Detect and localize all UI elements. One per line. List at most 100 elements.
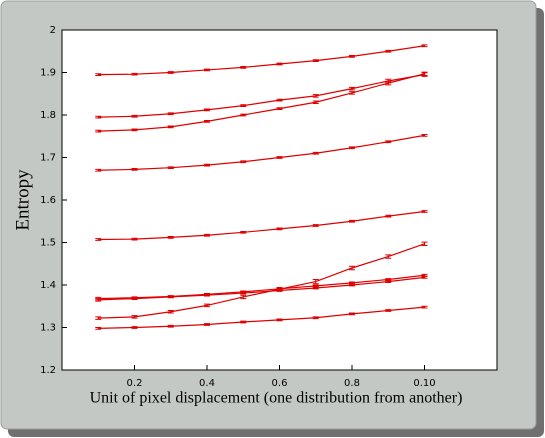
error-bar — [95, 73, 102, 76]
error-bar — [385, 80, 392, 86]
error-bar — [167, 236, 174, 239]
x-tick-label: 0.2 — [127, 378, 143, 389]
error-bar — [240, 230, 247, 234]
error-bar — [312, 100, 319, 105]
error-bar — [312, 224, 319, 227]
y-axis-label: Entropy — [12, 169, 33, 231]
y-tick-label: 1.2 — [40, 365, 56, 376]
series-line — [98, 74, 425, 118]
error-bar — [167, 324, 174, 328]
error-bar — [276, 227, 283, 231]
series-line — [98, 243, 425, 319]
error-bar — [276, 289, 283, 292]
error-bar — [421, 44, 428, 48]
error-bar — [349, 146, 355, 150]
error-bar — [421, 241, 428, 246]
error-bar — [167, 166, 174, 170]
x-tick-label: 0.8 — [344, 378, 360, 389]
error-bar — [312, 59, 319, 62]
error-bar — [240, 320, 247, 324]
error-bar — [240, 66, 247, 69]
y-tick-label: 1.6 — [40, 195, 56, 206]
error-bar — [95, 316, 102, 320]
y-tick-label: 2 — [50, 25, 56, 36]
error-bar — [131, 297, 138, 300]
error-bar — [385, 280, 392, 283]
error-bar — [204, 120, 210, 123]
x-tick-label: 0.6 — [272, 378, 288, 389]
error-bar — [349, 91, 355, 95]
error-bar — [167, 310, 174, 314]
error-bar — [349, 283, 355, 287]
error-bar — [421, 276, 428, 279]
error-bar — [204, 323, 210, 326]
error-bar — [312, 94, 319, 98]
error-bar — [204, 108, 210, 112]
x-tick-label: 0.10 — [413, 378, 435, 389]
y-tick-label: 1.5 — [40, 238, 56, 249]
plot-area — [61, 29, 498, 371]
error-bar — [349, 265, 355, 271]
error-bar — [204, 233, 210, 237]
error-bar — [276, 107, 283, 110]
error-bar — [385, 140, 392, 144]
error-bar — [204, 293, 210, 297]
error-bar — [385, 49, 392, 53]
error-bar — [95, 298, 102, 302]
error-bar — [204, 303, 210, 308]
error-bar — [385, 254, 392, 259]
error-bar — [131, 326, 138, 329]
series-line — [98, 210, 425, 241]
series-line — [98, 73, 425, 132]
error-bar — [240, 294, 247, 300]
error-bar — [95, 168, 102, 172]
error-bar — [276, 318, 283, 322]
error-bar — [312, 278, 319, 285]
error-bar — [421, 134, 428, 137]
error-bar — [385, 309, 392, 312]
error-bar — [349, 55, 355, 58]
y-tick-label: 1.8 — [40, 110, 56, 121]
error-bar — [95, 238, 102, 241]
error-bar — [131, 315, 138, 319]
error-bar — [167, 295, 174, 299]
error-bar — [276, 62, 283, 66]
y-tick-label: 1.3 — [40, 323, 56, 334]
error-bar — [240, 160, 247, 164]
series-line — [98, 134, 425, 171]
error-bar — [312, 286, 319, 290]
error-bar — [204, 163, 210, 167]
x-tick-label: 0.4 — [199, 378, 215, 389]
error-bar — [131, 168, 138, 171]
error-bar — [95, 327, 102, 330]
error-bar — [421, 71, 428, 76]
error-bar — [276, 98, 283, 102]
error-bar — [312, 316, 319, 320]
y-tick-label: 1.9 — [40, 68, 56, 79]
error-bar — [131, 237, 138, 241]
error-bar — [312, 151, 319, 155]
error-bar — [95, 115, 102, 119]
error-bar — [385, 214, 392, 218]
error-bar — [131, 114, 138, 118]
error-bar — [276, 156, 283, 159]
x-axis-label: Unit of pixel displacement (one distribu… — [90, 390, 463, 407]
error-bar — [240, 291, 247, 295]
y-tick-label: 1.7 — [40, 153, 56, 164]
error-bar — [240, 104, 247, 107]
error-bar — [349, 312, 355, 316]
error-bar — [131, 128, 138, 132]
error-bar — [421, 305, 428, 309]
series-line — [98, 306, 425, 329]
error-bar — [167, 125, 174, 129]
series-line — [98, 45, 425, 76]
y-tick-label: 1.4 — [40, 280, 56, 291]
error-bar — [167, 112, 174, 116]
error-bar — [204, 68, 210, 72]
series-line — [98, 276, 425, 301]
error-bar — [95, 129, 102, 133]
error-bar — [131, 72, 138, 76]
error-bar — [167, 71, 174, 74]
error-bar — [349, 86, 355, 91]
